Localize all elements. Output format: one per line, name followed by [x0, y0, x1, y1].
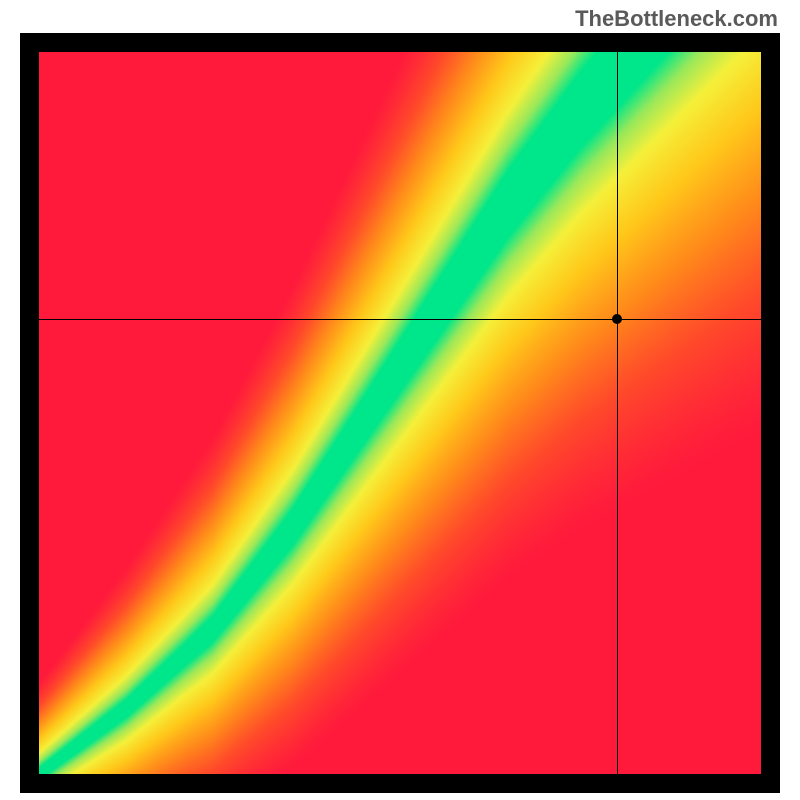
heatmap-canvas	[39, 52, 761, 774]
marker-dot	[612, 314, 622, 324]
crosshair-horizontal	[39, 319, 761, 320]
chart-frame	[20, 33, 780, 793]
watermark-text: TheBottleneck.com	[575, 6, 778, 32]
chart-plot-area	[39, 52, 761, 774]
crosshair-vertical	[617, 52, 618, 774]
